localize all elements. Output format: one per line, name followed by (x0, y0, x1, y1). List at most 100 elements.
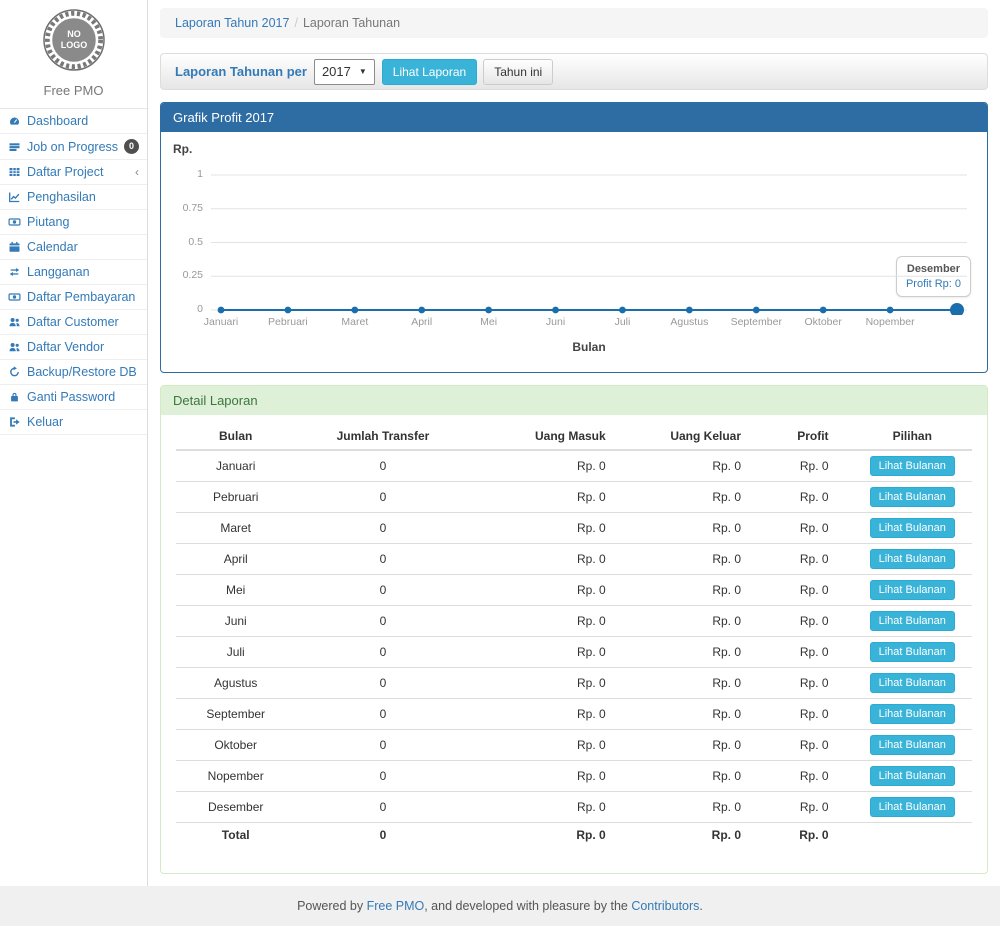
chart-line-icon (8, 191, 21, 203)
free-pmo-link[interactable]: Free PMO (367, 899, 425, 913)
bulan-cell: Agustus (176, 668, 295, 699)
y-tick-label: 1 (161, 168, 203, 180)
pilihan-cell: Lihat Bulanan (853, 668, 972, 699)
lihat-bulanan-button[interactable]: Lihat Bulanan (870, 611, 955, 631)
sidebar-item-label: Ganti Password (27, 390, 139, 404)
sidebar-item-daftar-vendor[interactable]: Daftar Vendor (0, 335, 147, 360)
x-tick-label: Nopember (850, 316, 930, 328)
pilihan-cell: Lihat Bulanan (853, 450, 972, 482)
sidebar-item-daftar-customer[interactable]: Daftar Customer (0, 310, 147, 335)
table-icon (8, 166, 21, 178)
uang-masuk-cell: Rp. 0 (471, 761, 630, 792)
data-point-januari[interactable] (218, 307, 225, 314)
sidebar-item-backup-restore-db[interactable]: Backup/Restore DB (0, 360, 147, 385)
money-icon (8, 216, 21, 228)
lihat-laporan-button[interactable]: Lihat Laporan (382, 59, 477, 85)
lihat-bulanan-button[interactable]: Lihat Bulanan (870, 456, 955, 476)
profit-cell: Rp. 0 (765, 668, 853, 699)
users-icon (8, 341, 21, 353)
uang-masuk-cell: Rp. 0 (471, 575, 630, 606)
data-point-juli[interactable] (619, 307, 626, 314)
sidebar-item-dashboard[interactable]: Dashboard (0, 109, 147, 134)
profit-cell: Rp. 0 (765, 637, 853, 668)
pilihan-cell: Lihat Bulanan (853, 575, 972, 606)
profit-chart-panel: Grafik Profit 2017 Rp. Bulan Desember Pr… (160, 102, 988, 373)
sidebar-item-calendar[interactable]: Calendar (0, 235, 147, 260)
jumlah-transfer-cell: 0 (295, 761, 470, 792)
data-point-juni[interactable] (552, 307, 559, 314)
jumlah-transfer-cell: 0 (295, 575, 470, 606)
detail-report-panel: Detail Laporan Bulan Jumlah Transfer Uan… (160, 385, 988, 874)
lihat-bulanan-button[interactable]: Lihat Bulanan (870, 518, 955, 538)
header-uang-keluar: Uang Keluar (630, 423, 765, 450)
report-filter-bar: Laporan Tahunan per 2017 ▼ Lihat Laporan… (160, 53, 988, 90)
data-point-mei[interactable] (485, 307, 492, 314)
tahun-ini-button[interactable]: Tahun ini (483, 59, 553, 85)
filter-label: Laporan Tahunan per (175, 64, 307, 79)
lihat-bulanan-button[interactable]: Lihat Bulanan (870, 735, 955, 755)
bulan-cell: Mei (176, 575, 295, 606)
sidebar-item-label: Calendar (27, 240, 139, 254)
uang-keluar-cell: Rp. 0 (630, 761, 765, 792)
lihat-bulanan-button[interactable]: Lihat Bulanan (870, 704, 955, 724)
detail-panel-title: Detail Laporan (161, 386, 987, 415)
data-point-pebruari[interactable] (285, 307, 292, 314)
jumlah-transfer-cell: 0 (295, 792, 470, 823)
x-axis-title: Bulan (211, 340, 967, 354)
profit-cell: Rp. 0 (765, 482, 853, 513)
uang-keluar-cell: Rp. 0 (630, 513, 765, 544)
table-row: Agustus0Rp. 0Rp. 0Rp. 0Lihat Bulanan (176, 668, 972, 699)
sidebar-item-keluar[interactable]: Keluar (0, 410, 147, 435)
data-point-oktober[interactable] (820, 307, 827, 314)
data-point-agustus[interactable] (686, 307, 693, 314)
sidebar-item-label: Piutang (27, 215, 139, 229)
job-count-badge: 0 (124, 139, 139, 154)
sidebar-item-daftar-pembayaran[interactable]: Daftar Pembayaran (0, 285, 147, 310)
pilihan-cell: Lihat Bulanan (853, 513, 972, 544)
table-row: Januari0Rp. 0Rp. 0Rp. 0Lihat Bulanan (176, 450, 972, 482)
monthly-report-table: Bulan Jumlah Transfer Uang Masuk Uang Ke… (176, 423, 972, 847)
jumlah-transfer-cell: 0 (295, 730, 470, 761)
total-bulan-cell: Total (176, 823, 295, 848)
lihat-bulanan-button[interactable]: Lihat Bulanan (870, 642, 955, 662)
sidebar-item-ganti-password[interactable]: Ganti Password (0, 385, 147, 410)
refresh-icon (8, 366, 21, 378)
profit-cell: Rp. 0 (765, 575, 853, 606)
data-point-maret[interactable] (351, 307, 358, 314)
uang-masuk-cell: Rp. 0 (471, 668, 630, 699)
sidebar-item-daftar-project[interactable]: Daftar Project‹ (0, 160, 147, 185)
sidebar-item-label: Penghasilan (27, 190, 139, 204)
pilihan-cell: Lihat Bulanan (853, 761, 972, 792)
sidebar-item-label: Daftar Pembayaran (27, 290, 139, 304)
lihat-bulanan-button[interactable]: Lihat Bulanan (870, 673, 955, 693)
profit-cell: Rp. 0 (765, 606, 853, 637)
lihat-bulanan-button[interactable]: Lihat Bulanan (870, 766, 955, 786)
profit-cell: Rp. 0 (765, 761, 853, 792)
sidebar-item-piutang[interactable]: Piutang (0, 210, 147, 235)
data-point-nopember[interactable] (887, 307, 894, 314)
data-point-desember[interactable] (950, 303, 964, 315)
data-point-april[interactable] (418, 307, 425, 314)
total-jumlah-transfer-cell: 0 (295, 823, 470, 848)
dashboard-icon (8, 115, 21, 127)
contributors-link[interactable]: Contributors (631, 899, 699, 913)
sidebar-item-langganan[interactable]: Langganan (0, 260, 147, 285)
table-total-row: Total0Rp. 0Rp. 0Rp. 0 (176, 823, 972, 848)
bulan-cell: Januari (176, 450, 295, 482)
uang-keluar-cell: Rp. 0 (630, 482, 765, 513)
jumlah-transfer-cell: 0 (295, 699, 470, 730)
lihat-bulanan-button[interactable]: Lihat Bulanan (870, 549, 955, 569)
lihat-bulanan-button[interactable]: Lihat Bulanan (870, 487, 955, 507)
sidebar-item-penghasilan[interactable]: Penghasilan (0, 185, 147, 210)
header-jumlah-transfer: Jumlah Transfer (295, 423, 470, 450)
uang-masuk-cell: Rp. 0 (471, 637, 630, 668)
table-row: Mei0Rp. 0Rp. 0Rp. 0Lihat Bulanan (176, 575, 972, 606)
sidebar-item-job-on-progress[interactable]: Job on Progress0 (0, 134, 147, 160)
sidebar: NO LOGO Free PMO DashboardJob on Progres… (0, 0, 148, 886)
breadcrumb-link-laporan-tahun[interactable]: Laporan Tahun 2017 (175, 16, 289, 30)
pilihan-cell: Lihat Bulanan (853, 544, 972, 575)
lihat-bulanan-button[interactable]: Lihat Bulanan (870, 797, 955, 817)
data-point-september[interactable] (753, 307, 760, 314)
year-select[interactable]: 2017 ▼ (314, 59, 375, 85)
lihat-bulanan-button[interactable]: Lihat Bulanan (870, 580, 955, 600)
